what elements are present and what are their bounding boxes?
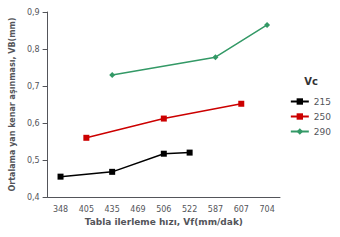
svg-text:435: 435: [105, 205, 120, 214]
svg-text:290: 290: [314, 127, 331, 137]
svg-text:704: 704: [259, 205, 274, 214]
svg-text:0,6: 0,6: [27, 119, 40, 128]
svg-text:0,7: 0,7: [27, 82, 40, 91]
svg-text:405: 405: [79, 205, 94, 214]
svg-text:587: 587: [208, 205, 223, 214]
svg-text:Vc: Vc: [304, 76, 318, 87]
svg-text:0,9: 0,9: [27, 8, 40, 17]
svg-text:Ortalama yan kenar aşınması, V: Ortalama yan kenar aşınması, VB(mm): [8, 17, 17, 191]
svg-text:607: 607: [234, 205, 249, 214]
svg-text:469: 469: [130, 205, 145, 214]
svg-text:522: 522: [182, 205, 197, 214]
svg-text:0,4: 0,4: [27, 193, 40, 202]
svg-text:348: 348: [53, 205, 68, 214]
svg-text:506: 506: [156, 205, 171, 214]
svg-text:Tabla ilerleme hızı, Vf(mm/dak: Tabla ilerleme hızı, Vf(mm/dak): [85, 217, 243, 227]
svg-text:0,8: 0,8: [27, 45, 40, 54]
svg-text:250: 250: [314, 112, 331, 122]
svg-text:215: 215: [314, 97, 331, 107]
svg-text:0,5: 0,5: [27, 156, 40, 165]
